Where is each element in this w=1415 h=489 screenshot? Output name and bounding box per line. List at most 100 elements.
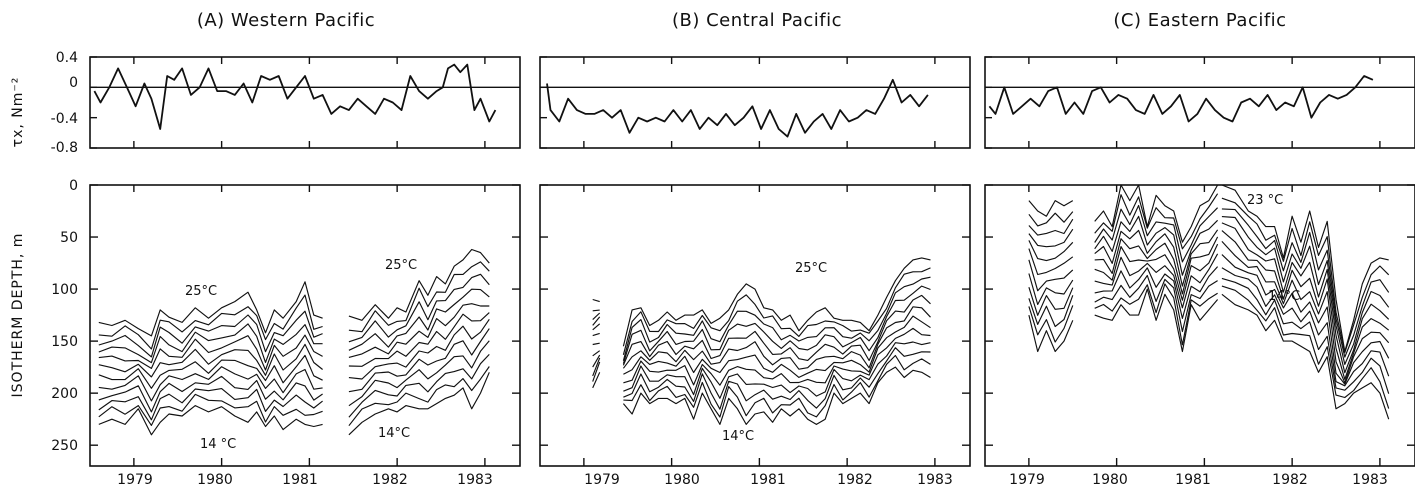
isotherm-line <box>622 285 931 364</box>
isotherm-labels: 25°C 25°C 14 °C 14°C 25°C 14°C 23 °C 14°… <box>185 193 1300 452</box>
panel-c-marks <box>985 56 1415 466</box>
isotherm-line <box>1094 204 1219 263</box>
iso-label-b-25: 25°C <box>795 261 827 276</box>
isotherm-line <box>1221 267 1390 387</box>
iso-label-a-25-left: 25°C <box>185 284 217 299</box>
isotherm-line <box>592 361 601 382</box>
isotherm-line <box>1221 230 1390 380</box>
isotherm-line <box>98 310 323 358</box>
isotherm-line <box>592 342 600 346</box>
panel-a-marks <box>90 56 520 466</box>
panel-b-title: (B) Central Pacific <box>672 10 842 31</box>
isotherm-line <box>623 315 931 378</box>
isotherm-line <box>592 350 601 357</box>
year-label: 1980 <box>1092 472 1128 488</box>
isotherm-line <box>348 303 490 358</box>
isotherm-line <box>1028 228 1074 248</box>
isotherm-line <box>1094 253 1219 309</box>
isotherm-line <box>1028 248 1074 276</box>
isotherm-line <box>1094 283 1218 346</box>
isotherm-line <box>592 357 601 377</box>
panel-c-title: (C) Eastern Pacific <box>1113 10 1286 31</box>
isotherm-line <box>1028 305 1074 343</box>
isotherm-line <box>1028 218 1074 236</box>
isotherm-line <box>622 366 931 425</box>
year-label: 1980 <box>664 472 700 488</box>
year-label: 1981 <box>750 472 786 488</box>
isotherm-line <box>1221 285 1390 409</box>
isotherm-line <box>622 257 931 347</box>
tau-series-line <box>93 63 497 130</box>
isotherm-line <box>623 347 931 410</box>
tau-tick-2: -0.4 <box>51 111 78 127</box>
isotherm-line <box>592 309 600 312</box>
tau-tick-labels: 0.4 0 -0.4 -0.8 <box>51 50 78 156</box>
isotherm-line <box>348 273 490 343</box>
isotherm-line <box>348 340 490 407</box>
isotherm-line <box>1221 184 1389 353</box>
isotherm-line <box>1094 243 1219 301</box>
isotherm-line <box>348 261 490 333</box>
depth-tick-100: 100 <box>51 282 78 298</box>
isotherm-line <box>622 306 931 370</box>
isotherm-line <box>622 267 931 355</box>
year-label: 1982 <box>837 472 873 488</box>
isotherm-line <box>98 323 323 364</box>
isotherm-line <box>98 354 323 389</box>
iso-label-b-14: 14°C <box>722 429 754 444</box>
isotherm-line <box>348 248 490 321</box>
isotherm-line <box>623 327 931 386</box>
tau-series-line <box>546 78 929 138</box>
depth-tick-0: 0 <box>69 178 78 194</box>
depth-tick-150: 150 <box>51 334 78 350</box>
isotherm-line <box>1221 208 1390 358</box>
frames <box>89 56 1415 467</box>
isotherm-line <box>98 405 323 436</box>
depth-tick-250: 250 <box>51 438 78 454</box>
isotherm-line <box>98 366 323 402</box>
isotherm-line <box>1094 215 1219 276</box>
isotherm-line <box>1221 222 1390 374</box>
iso-label-a-25-right: 25°C <box>385 258 417 273</box>
panel-a-depth-frame <box>89 184 521 467</box>
iso-label-a-14-left: 14 °C <box>200 437 236 452</box>
isotherm-line <box>348 354 490 418</box>
isotherm-line <box>1028 200 1074 217</box>
isotherm-line <box>592 298 600 303</box>
isotherm-line <box>1221 197 1390 354</box>
isotherm-line <box>348 328 490 393</box>
isotherm-line <box>348 288 490 351</box>
isotherm-line <box>1028 273 1074 306</box>
isotherm-line <box>592 354 601 368</box>
isotherm-line <box>592 323 601 331</box>
isotherm-line <box>1028 314 1074 353</box>
depth-tick-200: 200 <box>51 386 78 402</box>
isotherm-line <box>98 388 323 421</box>
panel-c-depth-frame <box>984 184 1415 467</box>
isotherm-line <box>1028 240 1074 262</box>
isotherm-line <box>1221 277 1390 394</box>
year-label: 1982 <box>372 472 408 488</box>
isotherm-line <box>1028 295 1074 328</box>
isotherm-line <box>348 318 490 380</box>
isotherm-line <box>592 332 600 337</box>
isotherm-line <box>1221 241 1390 384</box>
iso-label-a-14-right: 14°C <box>378 426 410 441</box>
isotherm-line <box>622 294 931 366</box>
isotherm-line <box>348 366 490 427</box>
tau-tick-3: -0.8 <box>51 140 78 156</box>
isotherm-line <box>623 341 931 399</box>
panel-c-tau-frame <box>984 56 1415 149</box>
isotherm-line <box>1094 229 1219 287</box>
year-label: 1983 <box>1352 472 1388 488</box>
isotherm-line <box>1221 254 1390 385</box>
depth-tick-labels: 0 50 100 150 200 250 <box>51 178 78 454</box>
year-labels-c: 1979 1980 1981 1982 1983 <box>1009 472 1388 488</box>
isotherm-line <box>98 294 323 350</box>
isotherm-line <box>98 281 323 337</box>
depth-axis-label: ISOTHERM DEPTH, m <box>10 233 26 398</box>
panel-b-marks <box>540 56 970 466</box>
year-label: 1981 <box>1175 472 1211 488</box>
year-label: 1979 <box>1009 472 1045 488</box>
